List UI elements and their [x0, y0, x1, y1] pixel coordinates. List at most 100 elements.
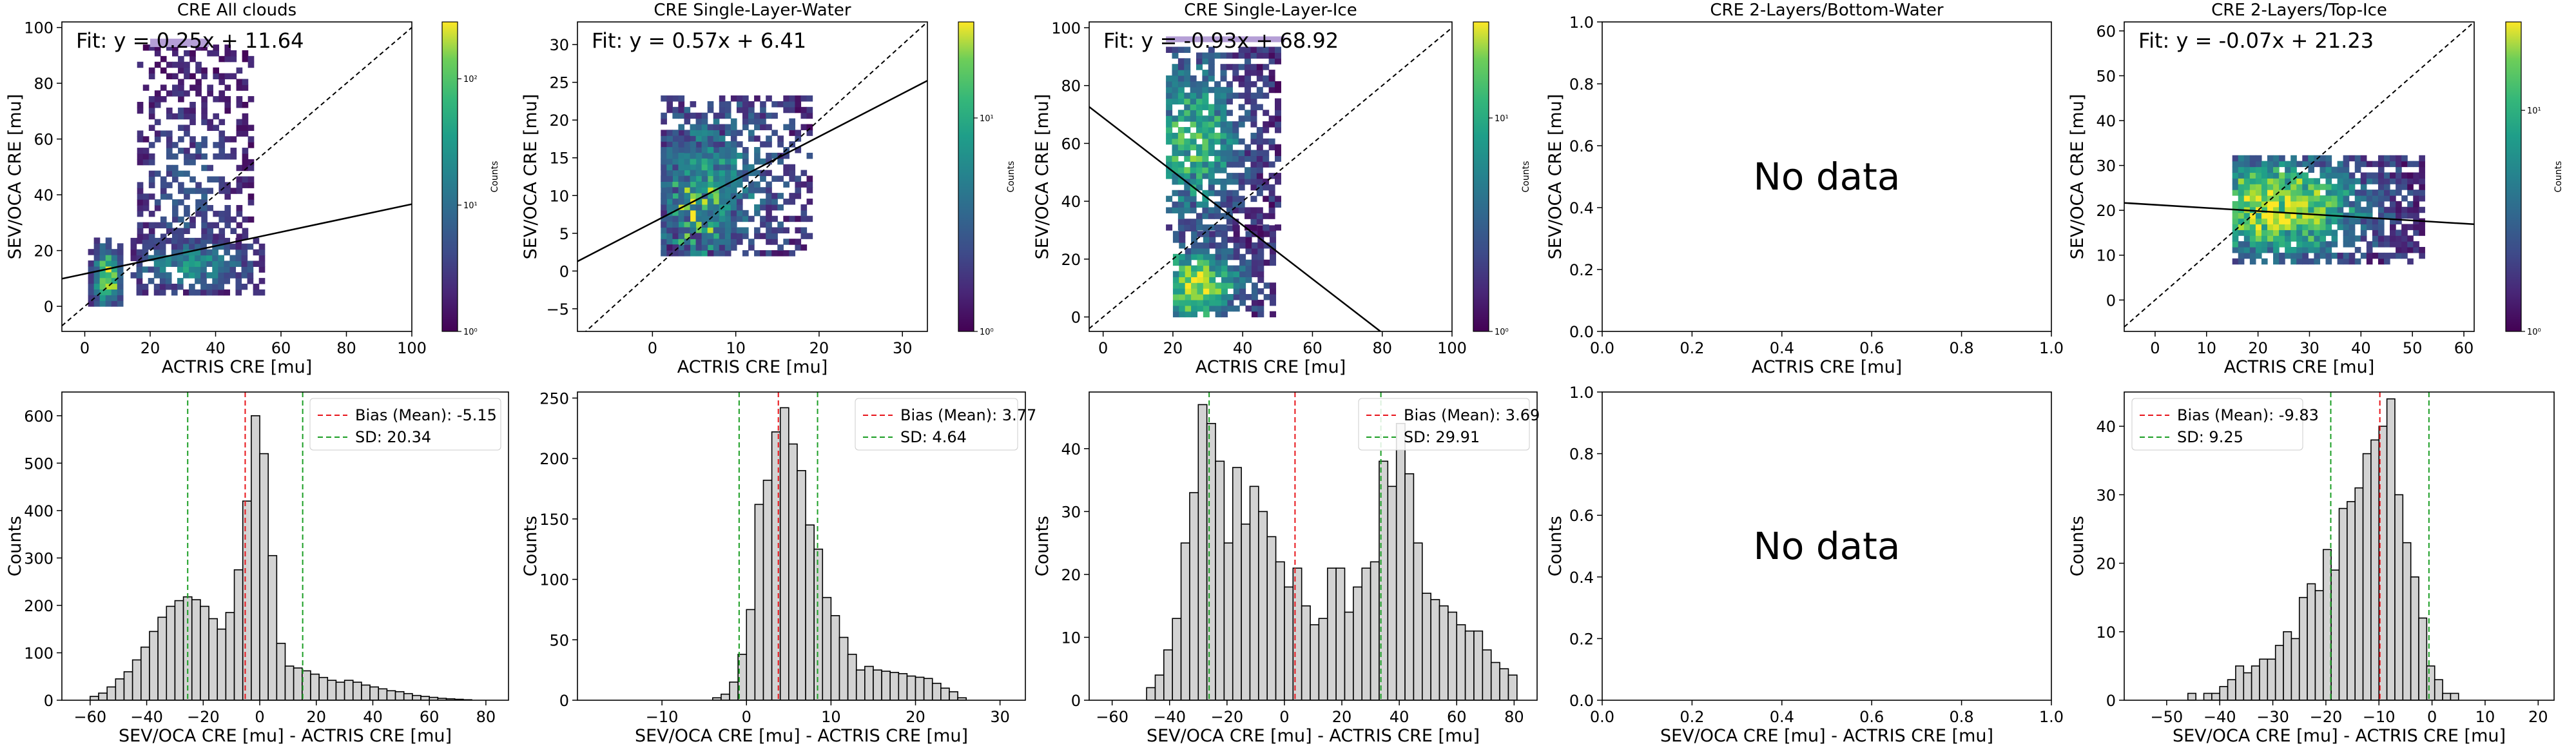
- heatmap-cell: [2238, 155, 2245, 162]
- heatmap-cell: [736, 227, 743, 233]
- heatmap-cell: [1263, 231, 1270, 237]
- heatmap-cell: [1221, 288, 1228, 295]
- heatmap-cell: [2273, 184, 2280, 190]
- x-tick-label: 20: [140, 339, 160, 357]
- heatmap-cell: [1233, 242, 1240, 249]
- heatmap-cell: [207, 84, 213, 91]
- heatmap-cell: [189, 107, 196, 114]
- heatmap-cell: [1220, 110, 1227, 116]
- histogram-bar: [2418, 617, 2428, 700]
- legend-label: SD: 9.25: [2177, 428, 2243, 446]
- heatmap-cell: [213, 142, 220, 148]
- heatmap-cell: [88, 249, 95, 255]
- heatmap-cell: [2383, 252, 2390, 259]
- heatmap-cell: [160, 233, 167, 240]
- heatmap-cell: [1268, 46, 1275, 54]
- heatmap-cell: [730, 239, 737, 245]
- heatmap-cell: [1197, 282, 1204, 289]
- heatmap-cell: [148, 266, 155, 273]
- heatmap-cell: [1263, 52, 1270, 59]
- heatmap-cell: [2390, 235, 2396, 242]
- heatmap-cell: [148, 193, 155, 200]
- heatmap-cell: [2343, 155, 2350, 162]
- heatmap-cell: [1274, 81, 1281, 88]
- histogram-bar: [123, 671, 133, 700]
- heatmap-cell: [2308, 201, 2314, 208]
- heatmap-cell: [1196, 219, 1203, 225]
- heatmap-cell: [2348, 224, 2356, 230]
- heatmap-cell: [1208, 173, 1215, 179]
- heatmap-cell: [695, 227, 702, 233]
- histogram-bar: [1241, 524, 1251, 700]
- heatmap-cell: [736, 101, 743, 108]
- histogram-bar: [242, 500, 252, 700]
- x-tick-label: 10: [2196, 339, 2216, 357]
- heatmap-cell: [1250, 52, 1257, 59]
- x-tick-label: 0: [2427, 708, 2437, 726]
- heatmap-cell: [1244, 144, 1252, 151]
- heatmap-cell: [93, 260, 101, 267]
- heatmap-cell: [1214, 155, 1221, 162]
- heatmap-cell: [730, 215, 737, 222]
- histogram-bar: [217, 628, 227, 700]
- heatmap-cell: [766, 199, 772, 205]
- heatmap-cell: [800, 124, 808, 130]
- x-tick-label: 60: [420, 708, 440, 726]
- heatmap-cell: [148, 113, 155, 120]
- heatmap-cell: [724, 210, 731, 217]
- heatmap-cell: [189, 272, 195, 279]
- heatmap-cell: [2314, 201, 2321, 208]
- heatmap-cell: [2285, 172, 2291, 179]
- histogram-bar: [2243, 672, 2252, 700]
- heatmap-cell: [661, 164, 667, 171]
- heatmap-cell: [730, 227, 737, 233]
- heatmap-cell: [690, 181, 697, 188]
- heatmap-cell: [224, 260, 231, 267]
- heatmap-cell: [189, 260, 195, 267]
- heatmap-cell: [1196, 126, 1203, 133]
- heatmap-cell: [2279, 218, 2285, 225]
- heatmap-cell: [1208, 70, 1215, 76]
- heatmap-cell: [2413, 224, 2419, 230]
- heatmap-cell: [760, 106, 766, 113]
- heatmap-cell: [766, 135, 772, 142]
- heatmap-cell: [1196, 132, 1203, 139]
- heatmap-cell: [771, 204, 778, 211]
- heatmap-cell: [195, 260, 201, 267]
- axes-frame: [61, 21, 412, 332]
- heatmap-cell: [684, 233, 691, 239]
- heatmap-cell: [1233, 282, 1240, 289]
- heatmap-cell: [707, 187, 714, 193]
- heatmap-cell: [2377, 235, 2385, 242]
- heatmap-cell: [177, 237, 184, 244]
- histogram-bar: [259, 453, 269, 700]
- colorbar-tick-label: 10⁰: [463, 328, 478, 337]
- histogram-bar: [369, 686, 380, 700]
- heatmap-cell: [117, 266, 124, 273]
- heatmap-cell: [789, 164, 796, 171]
- heatmap-cell: [2255, 241, 2262, 248]
- heatmap-cell: [88, 283, 95, 290]
- heatmap-cell: [1177, 173, 1185, 179]
- heatmap-cell: [258, 266, 266, 273]
- identity-line: [1089, 27, 1452, 329]
- heatmap-cell: [1203, 305, 1210, 312]
- heatmap-cell: [93, 266, 101, 273]
- heatmap-cell: [678, 175, 685, 182]
- heatmap-cell: [2360, 184, 2367, 190]
- heatmap-cell: [2285, 161, 2291, 168]
- heatmap-cell: [1268, 52, 1275, 59]
- heatmap-cell: [172, 90, 179, 97]
- heatmap-cell: [2267, 206, 2274, 213]
- histogram-bar: [1292, 567, 1303, 700]
- heatmap-cell: [690, 227, 697, 233]
- heatmap-cell: [690, 141, 697, 148]
- heatmap-cell: [695, 147, 702, 153]
- heatmap-cell: [742, 152, 749, 159]
- heatmap-cell: [707, 135, 714, 142]
- heatmap-cell: [800, 215, 808, 222]
- heatmap-cell: [2232, 190, 2239, 196]
- heatmap-cell: [218, 210, 226, 217]
- heatmap-cell: [148, 44, 155, 51]
